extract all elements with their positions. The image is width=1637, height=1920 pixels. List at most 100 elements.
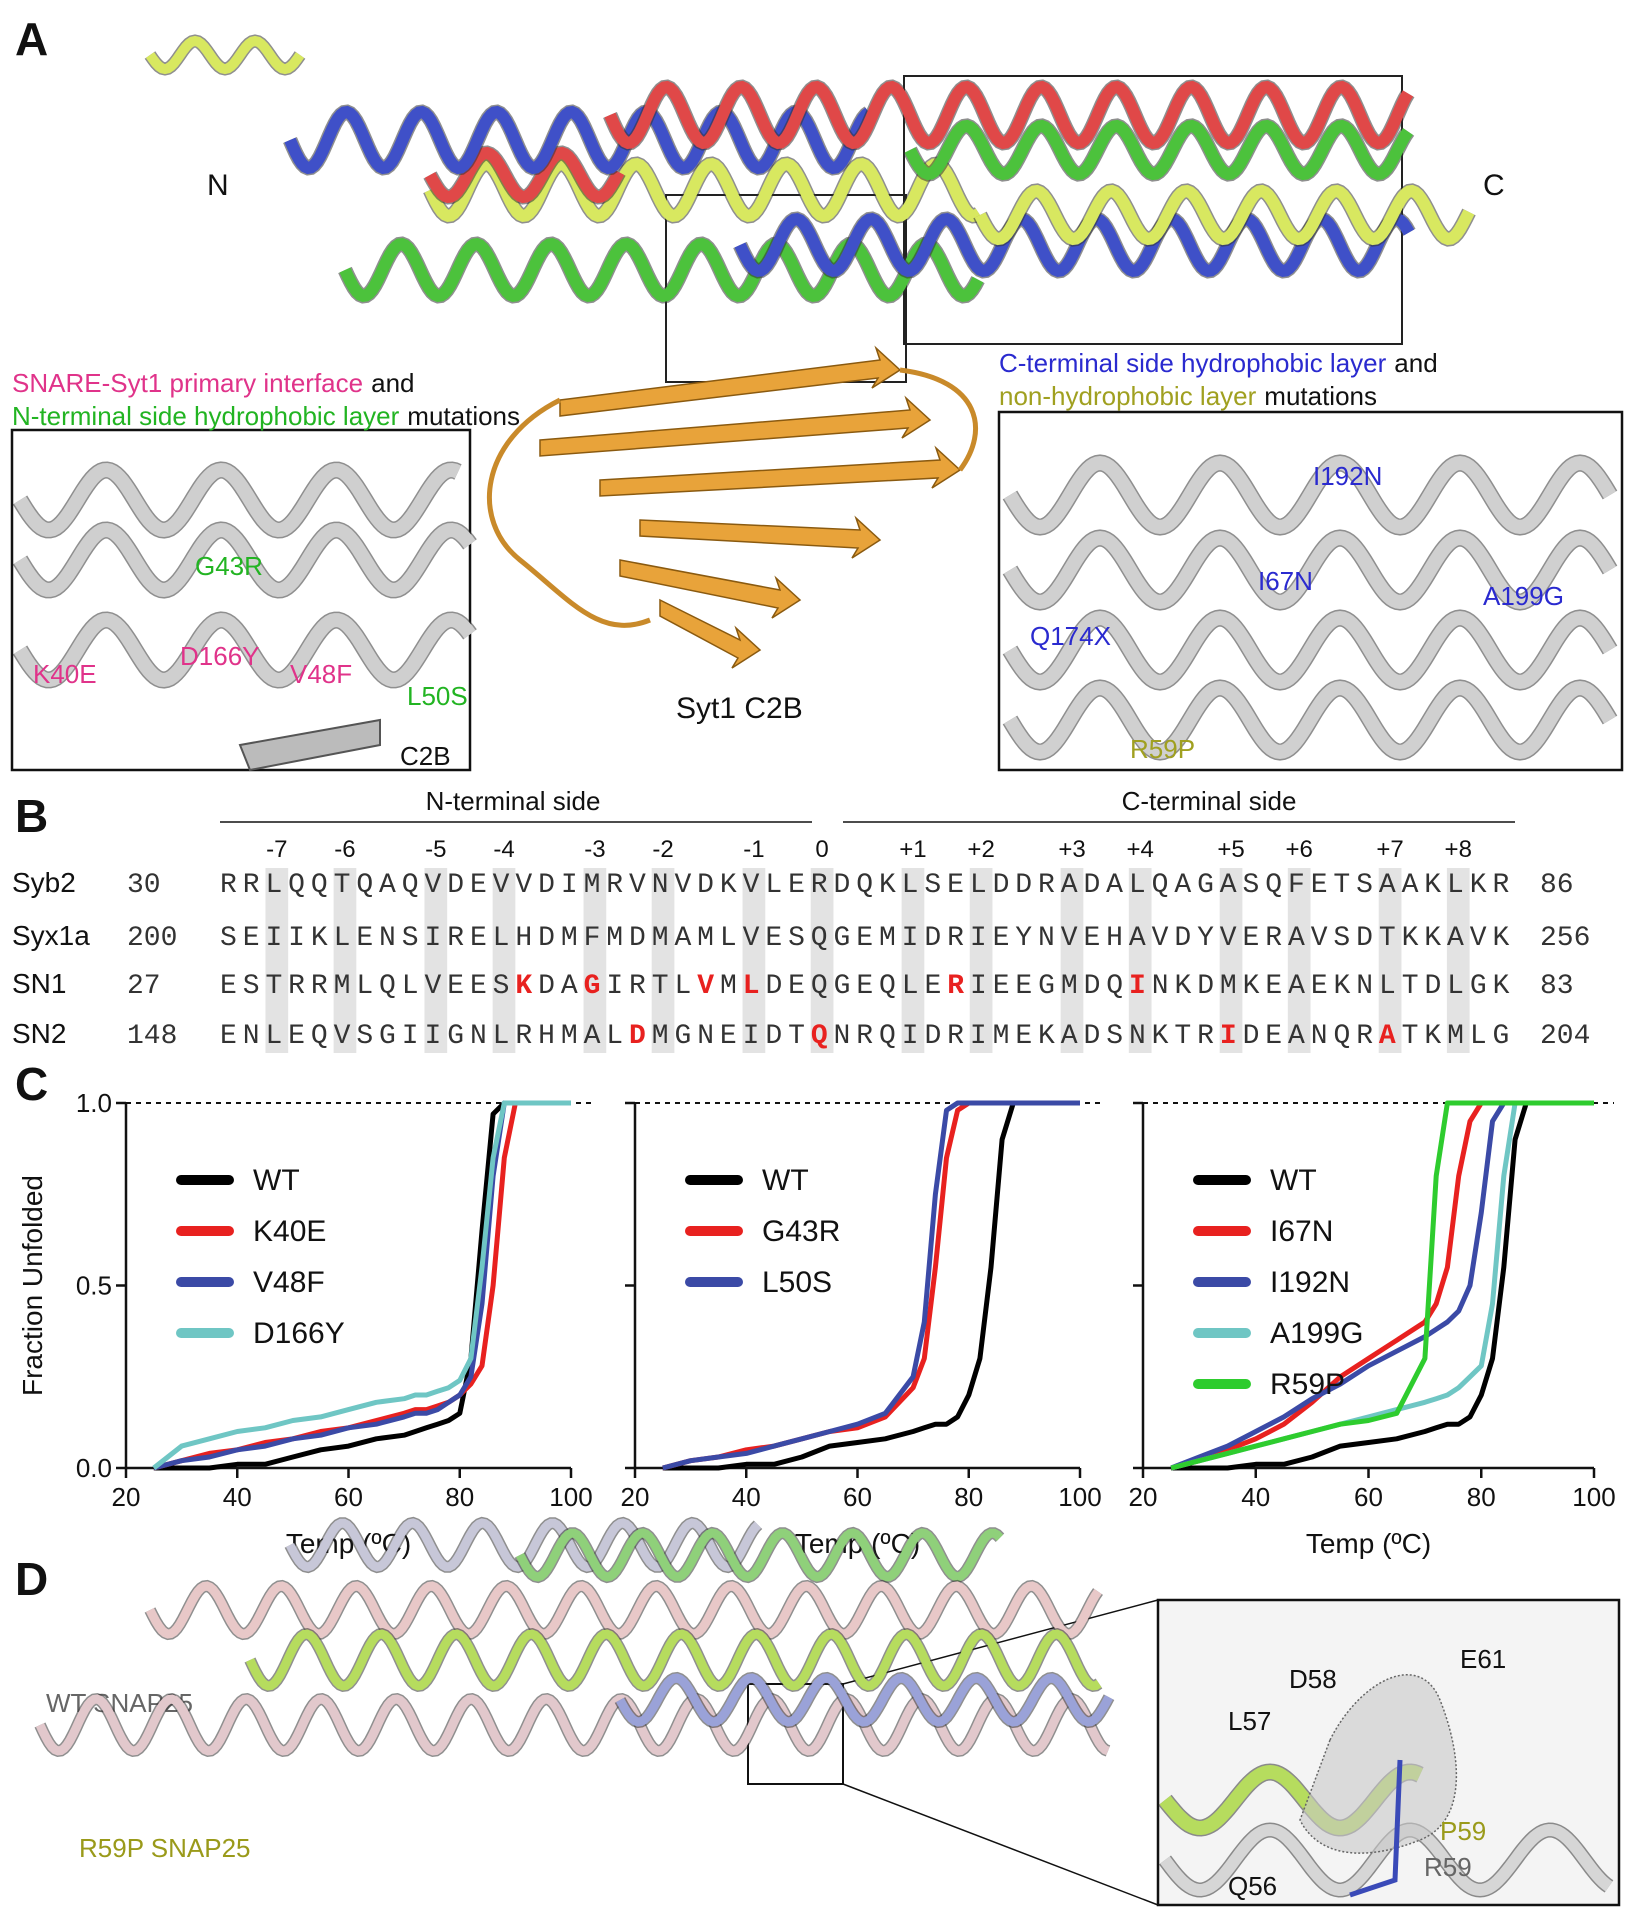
residue-start: 27 <box>127 971 161 1002</box>
x-tick-label: 60 <box>334 1482 363 1512</box>
residue-start: 200 <box>127 923 177 954</box>
mutation-label: I192N <box>1313 461 1382 491</box>
mutated-residue: G <box>584 971 607 1002</box>
mutated-residue: L <box>743 971 766 1002</box>
mutated-residue: I <box>1129 971 1152 1002</box>
layer-band <box>969 868 993 1053</box>
beta-strand <box>559 345 902 417</box>
sequence: ENLEQVSGIIGNLRHMALDMGNEIDTQNRQIDRIMEKADS… <box>220 1021 1515 1052</box>
title-part: and <box>1394 348 1437 378</box>
helix <box>1003 680 1617 760</box>
mutation-label: Q174X <box>1030 621 1111 651</box>
c2b-strand <box>238 718 381 772</box>
x-tick-label: 100 <box>1572 1482 1615 1512</box>
layer-label: -3 <box>584 836 605 863</box>
helix <box>14 612 476 688</box>
helix <box>424 157 983 223</box>
loop <box>487 367 978 628</box>
mutated-residue: A <box>1379 1021 1402 1052</box>
layer-label: -5 <box>425 836 446 863</box>
sequence: ESTRRMLQLVEESKDAGIRTLVMLDEQGEQLERIEEGMDQ… <box>220 971 1515 1002</box>
helix <box>1003 530 1617 610</box>
x-tick-label: 80 <box>954 1482 983 1512</box>
layer-label: -2 <box>652 836 673 863</box>
legend-label: R59P <box>1270 1368 1345 1401</box>
y-tick-label: 0.5 <box>76 1271 112 1301</box>
layer-band <box>1378 868 1402 1053</box>
helix <box>515 1528 1004 1582</box>
layer-band <box>1128 868 1152 1053</box>
title-part: mutations <box>1264 381 1377 411</box>
legend-label: I67N <box>1270 1215 1333 1248</box>
layer-label: +7 <box>1376 836 1403 863</box>
residue-label: D58 <box>1289 1664 1337 1694</box>
inset-title: N-terminal side hydrophobic layer mutatio… <box>12 401 520 431</box>
sequence-segment: DA <box>538 971 583 1002</box>
sequence-segment: M <box>720 971 743 1002</box>
mutated-residue: R <box>947 971 970 1002</box>
beta-strand <box>619 559 802 619</box>
series-line <box>1170 1100 1594 1471</box>
layer-label: +3 <box>1058 836 1085 863</box>
x-axis-label: Temp (ºC) <box>1306 1528 1431 1559</box>
mutated-residue: V <box>697 971 720 1002</box>
helix <box>1003 610 1617 690</box>
panel-label: C <box>15 1058 48 1110</box>
mutation-label: L50S <box>407 681 468 711</box>
mutation-label: D166Y <box>180 641 260 671</box>
series-line <box>662 1100 1080 1471</box>
series-line <box>662 1100 1080 1471</box>
helix <box>14 522 476 598</box>
inset-title: C-terminal side hydrophobic layer and <box>999 348 1438 378</box>
mutation-label: A199G <box>1483 581 1564 611</box>
protein-name: SN2 <box>12 1018 66 1049</box>
layer-band <box>810 868 834 1053</box>
sequence-segment: SEIIKLENSIRELHDMFMDMAMLVESQGEMIDRIEYNVEH… <box>220 923 1515 954</box>
mutation-label: R59P <box>1130 734 1195 764</box>
sequence-segment: RRLQQTQAQVDEVVDIMRVNVDKVLERDQKLSELDDRADA… <box>220 870 1515 901</box>
beta-strand <box>539 395 932 457</box>
layer-band <box>1287 868 1311 1053</box>
title-part: non-hydrophobic layer <box>999 381 1257 411</box>
side-header: N-terminal side <box>426 786 601 816</box>
mutated-residue: I <box>1220 1021 1243 1052</box>
layer-band <box>424 868 448 1053</box>
x-tick-label: 40 <box>223 1482 252 1512</box>
x-tick-label: 100 <box>1058 1482 1101 1512</box>
legend-label: I192N <box>1270 1266 1350 1299</box>
x-tick-label: 20 <box>1129 1482 1158 1512</box>
residue-end: 83 <box>1540 971 1574 1002</box>
protein-name: Syb2 <box>12 867 76 898</box>
sequence-segment: ESTRRMLQLVEES <box>220 971 515 1002</box>
zoom-line <box>842 1783 1159 1906</box>
layer-band <box>742 868 766 1053</box>
helix <box>424 146 625 204</box>
y-axis-label: Fraction Unfolded <box>17 1175 48 1396</box>
mutation-label: K40E <box>33 659 97 689</box>
panel-label: D <box>15 1553 48 1605</box>
helix <box>145 1581 1102 1639</box>
sequence-segment: NKDMKEAEKNLTDLGK <box>1152 971 1516 1002</box>
residue-label: R59 <box>1424 1852 1472 1882</box>
x-tick-label: 40 <box>732 1482 761 1512</box>
helix <box>904 119 1413 181</box>
x-tick-label: 80 <box>445 1482 474 1512</box>
sequence-segment: DEQGEQLE <box>765 971 947 1002</box>
helix <box>245 1629 1102 1691</box>
residue-end: 204 <box>1540 1021 1590 1052</box>
title-part: C-terminal side hydrophobic layer <box>999 348 1387 378</box>
layer-band <box>265 868 289 1053</box>
helix <box>616 1673 1113 1727</box>
x-tick-label: 60 <box>843 1482 872 1512</box>
side-header: C-terminal side <box>1122 786 1297 816</box>
inset-title: non-hydrophobic layer mutations <box>999 381 1377 411</box>
terminus-label: C <box>1483 169 1505 202</box>
helix <box>145 35 305 75</box>
legend-label: K40E <box>253 1215 326 1248</box>
helix <box>734 212 1415 278</box>
layer-label: -1 <box>743 836 764 863</box>
helix <box>14 462 461 538</box>
sequence-segment: NRQIDRIMEKADSNKTR <box>834 1021 1220 1052</box>
beta-strand <box>599 445 962 497</box>
